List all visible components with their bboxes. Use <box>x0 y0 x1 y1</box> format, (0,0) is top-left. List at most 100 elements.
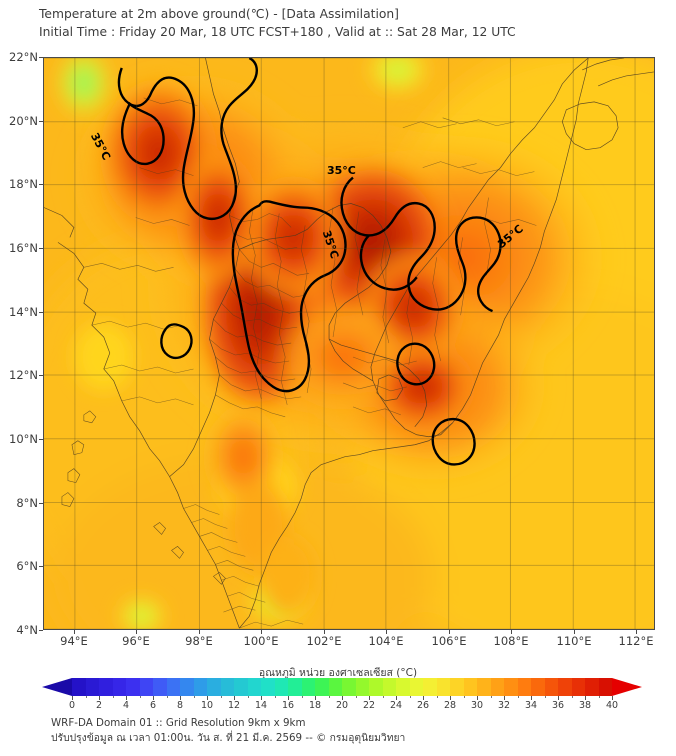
colorbar-tick <box>490 696 492 698</box>
colorbar-tick <box>301 696 303 698</box>
colorbar-tick <box>571 696 573 698</box>
colorbar-cell <box>180 678 194 696</box>
colorbar-cell <box>261 678 275 696</box>
colorbar-cell <box>598 678 612 696</box>
colorbar-tick <box>355 696 357 698</box>
colorbar-tick <box>423 696 424 700</box>
lat-label-22n: 22°N <box>9 50 38 64</box>
chart-subtitle: Initial Time : Friday 20 Mar, 18 UTC FCS… <box>39 24 516 39</box>
lat-label-12n: 12°N <box>9 368 38 382</box>
colorbar-tick-label: 34 <box>524 700 538 711</box>
graticule <box>44 58 654 629</box>
map-raster <box>44 58 654 629</box>
colorbar-tick-label: 8 <box>176 700 184 711</box>
lon-label-108e: 108°E <box>493 634 529 648</box>
model-info-line: WRF-DA Domain 01 :: Grid Resolution 9km … <box>51 717 306 729</box>
colorbar-tick-label: 32 <box>497 700 511 711</box>
colorbar-cell <box>571 678 585 696</box>
colorbar-gradient <box>72 678 612 696</box>
colorbar-tick-label: 2 <box>95 700 103 711</box>
colorbar-cell <box>288 678 302 696</box>
colorbar-tick <box>99 696 100 700</box>
colorbar-cell <box>328 678 342 696</box>
temperature-map[interactable]: 35°C 35°C 35°C 35°C <box>43 57 655 630</box>
colorbar-cell <box>477 678 491 696</box>
colorbar-title: อุณหภูมิ หน่วย องศาเซลเซียส (°C) <box>258 667 418 679</box>
colorbar-cell <box>396 678 410 696</box>
colorbar-tick <box>463 696 465 698</box>
colorbar-cell <box>274 678 288 696</box>
colorbar-tick <box>504 696 505 700</box>
colorbar-cell <box>315 678 329 696</box>
lat-label-10n: 10°N <box>9 432 38 446</box>
lat-label-14n: 14°N <box>9 305 38 319</box>
colorbar-tick <box>558 696 559 700</box>
footer-block: WRF-DA Domain 01 :: Grid Resolution 9km … <box>51 716 651 745</box>
colorbar-tick <box>328 696 330 698</box>
lon-label-112e: 112°E <box>618 634 654 648</box>
administrative-boundaries <box>44 58 654 629</box>
colorbar-cell <box>504 678 518 696</box>
colorbar-tick-label: 38 <box>578 700 592 711</box>
colorbar-tick <box>477 696 478 700</box>
colorbar-tick-label: 20 <box>335 700 349 711</box>
lat-label-16n: 16°N <box>9 241 38 255</box>
colorbar-cell <box>463 678 477 696</box>
colorbar-cell <box>99 678 113 696</box>
colorbar-tick <box>396 696 397 700</box>
colorbar-tick <box>315 696 316 700</box>
contour-35c <box>117 58 502 466</box>
colorbar-cell <box>247 678 261 696</box>
colorbar-tick-label: 4 <box>122 700 130 711</box>
colorbar-cell <box>369 678 383 696</box>
colorbar-tick <box>193 696 195 698</box>
colorbar-tick <box>585 696 586 700</box>
colorbar-cell <box>436 678 450 696</box>
colorbar-extend-high-arrow <box>612 678 642 696</box>
lat-label-6n: 6°N <box>16 559 38 573</box>
colorbar-tick <box>342 696 343 700</box>
colorbar-cell <box>153 678 167 696</box>
colorbar-tick <box>409 696 411 698</box>
colorbar-tick <box>531 696 532 700</box>
colorbar-tick <box>247 696 249 698</box>
colorbar[interactable] <box>42 678 642 696</box>
colorbar-cell <box>234 678 248 696</box>
colorbar-cell <box>490 678 504 696</box>
contour-label-35c-north-thailand: 35°C <box>327 164 356 177</box>
colorbar-tick-label: 28 <box>443 700 457 711</box>
lon-label-100e: 100°E <box>243 634 279 648</box>
lon-label-102e: 102°E <box>306 634 342 648</box>
colorbar-tick-label: 22 <box>362 700 376 711</box>
colorbar-tick-label: 10 <box>200 700 214 711</box>
colorbar-tick-label: 40 <box>605 700 619 711</box>
colorbar-cell <box>220 678 234 696</box>
colorbar-tick-label: 0 <box>68 700 76 711</box>
lon-label-98e: 98°E <box>185 634 213 648</box>
colorbar-cell <box>531 678 545 696</box>
colorbar-cell <box>558 678 572 696</box>
colorbar-cell <box>139 678 153 696</box>
colorbar-cell <box>85 678 99 696</box>
colorbar-cell <box>450 678 464 696</box>
colorbar-tick-label: 6 <box>149 700 157 711</box>
colorbar-tick <box>274 696 276 698</box>
chart-title-block: Temperature at 2m above ground(℃) - [Dat… <box>39 6 639 41</box>
colorbar-tick-label: 26 <box>416 700 430 711</box>
colorbar-tick <box>517 696 519 698</box>
colorbar-ticks: 0 2 4 6 8 10 12 14 16 18 20 22 24 26 28 30 32 34 36 38 40 <box>42 696 642 712</box>
colorbar-cell <box>409 678 423 696</box>
colorbar-tick <box>436 696 438 698</box>
colorbar-tick <box>112 696 114 698</box>
colorbar-extend-low-arrow <box>42 678 72 696</box>
colorbar-tick <box>234 696 235 700</box>
copyright-line: ปรับปรุงข้อมูล ณ เวลา 01:00น. วัน ส. ที่… <box>51 731 406 744</box>
colorbar-tick <box>544 696 546 698</box>
colorbar-cell <box>585 678 599 696</box>
colorbar-cell <box>423 678 437 696</box>
colorbar-tick <box>220 696 222 698</box>
colorbar-cell <box>544 678 558 696</box>
colorbar-tick <box>207 696 208 700</box>
colorbar-cell <box>193 678 207 696</box>
colorbar-cell <box>126 678 140 696</box>
